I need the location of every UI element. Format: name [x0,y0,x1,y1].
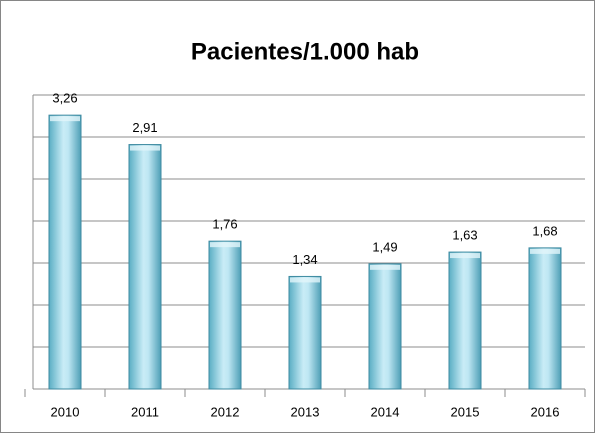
bar-bevel [130,145,160,151]
x-tick-label: 2010 [51,404,80,419]
bar-bevel [370,264,400,270]
bar [528,247,562,390]
value-label: 1,63 [452,228,477,243]
bar [288,275,322,390]
x-tick-label: 2012 [211,404,240,419]
chart-title: Pacientes/1.000 hab [191,38,419,65]
bar [368,263,402,390]
value-label: 1,34 [292,252,317,267]
bar-bevel [290,277,320,283]
bar [448,251,482,390]
x-tick-label: 2015 [451,404,480,419]
x-tick-label: 2014 [371,404,400,419]
value-label: 1,68 [532,223,557,238]
x-tick-label: 2013 [291,404,320,419]
bar-bevel [530,248,560,254]
bar-bevel [450,253,480,259]
value-label: 1,49 [372,239,397,254]
value-label: 2,91 [132,120,157,135]
bar-bevel [50,116,80,122]
bar [48,114,82,390]
bar-bevel [210,242,240,248]
x-tick-label: 2016 [531,404,560,419]
value-label: 1,76 [212,217,237,232]
x-tick-label: 2011 [131,404,159,419]
bar [208,240,242,390]
value-label: 3,26 [52,91,77,106]
bar [128,144,162,390]
